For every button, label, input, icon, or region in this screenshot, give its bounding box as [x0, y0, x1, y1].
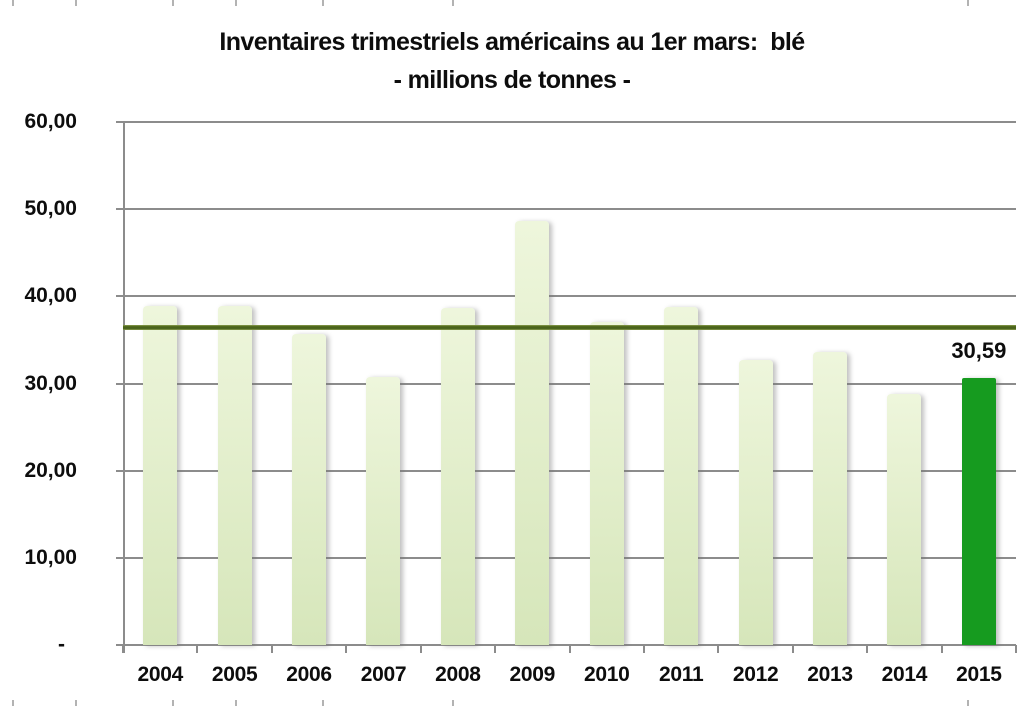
page-edge-tick-bottom-0 [12, 700, 14, 706]
bar-2015 [961, 378, 996, 645]
reference-line [123, 324, 1016, 330]
gridline-20 [116, 469, 1016, 472]
bar-slot-2004 [123, 122, 197, 645]
page-edge-ticks-bottom [0, 700, 1024, 706]
x-tick-label-2006: 2006 [286, 663, 332, 686]
x-tick-label-2015: 2015 [956, 663, 1002, 686]
bar-2014 [887, 393, 922, 645]
x-axis-tick-2 [270, 645, 273, 653]
x-tick-label-2011: 2011 [658, 663, 704, 686]
x-tick-label-2004: 2004 [137, 663, 183, 686]
y-tick-label-20: 20,00 [24, 458, 77, 482]
page-edge-tick-bottom-6 [967, 700, 969, 706]
bar-2004 [143, 305, 178, 645]
page-edge-tick-bottom-2 [172, 700, 174, 706]
bar-slot-2006 [272, 122, 346, 645]
page-edge-tick-top-0 [12, 0, 14, 6]
page-edge-ticks-top [0, 0, 1024, 6]
bar-slot-2008 [421, 122, 495, 645]
bar-value-label-2015: 30,59 [951, 338, 1007, 364]
x-axis-labels: 2004 2005 2006 2007 2008 2009 2010 2011 2012 2013… [123, 663, 1016, 687]
x-tick-label-2013: 2013 [807, 663, 853, 686]
page-edge-tick-top-3 [235, 0, 237, 6]
page-edge-tick-top-1 [75, 0, 77, 6]
page-edge-tick-bottom-3 [235, 700, 237, 706]
x-axis-tick-4 [419, 645, 422, 653]
x-tick-label-2014: 2014 [881, 663, 928, 686]
bar-2013 [813, 352, 847, 645]
x-axis-tick-10 [866, 645, 869, 653]
x-axis-tick-12 [1015, 645, 1017, 653]
y-tick-label-60: 60,00 [24, 110, 77, 133]
bar-slot-2012 [718, 122, 792, 645]
x-axis-tick-3 [345, 645, 348, 653]
page-edge-tick-top-6 [967, 0, 969, 6]
bar-2012 [738, 359, 773, 645]
y-axis-labels: 60,00 50,00 40,00 30,00 20,00 10,00 - [0, 110, 77, 656]
y-axis-line [123, 122, 125, 653]
chart-subtitle: - millions de tonnes - [393, 66, 631, 94]
gridline-40 [116, 295, 1016, 298]
gridline-50 [116, 208, 1016, 211]
chart-title-block: Inventaires trimestriels américains au 1… [0, 23, 1024, 99]
x-axis-tick-6 [568, 645, 571, 653]
gridline-0 [116, 644, 1016, 646]
gridline-60 [116, 121, 1016, 123]
page-edge-tick-top-5 [452, 0, 454, 6]
bar-slot-2011 [644, 122, 718, 645]
x-tick-label-2012: 2012 [732, 663, 779, 686]
x-axis-tick-9 [791, 645, 794, 653]
bar-slot-2015: 30,59 [942, 122, 1016, 645]
y-tick-label-30: 30,00 [24, 371, 77, 395]
bar-2005 [217, 305, 252, 645]
x-tick-label-2010: 2010 [583, 663, 630, 686]
x-tick-label-2007: 2007 [360, 663, 407, 686]
page-edge-tick-top-2 [172, 0, 174, 6]
page-edge-tick-bottom-4 [322, 700, 324, 706]
bar-2009 [515, 221, 550, 645]
x-tick-label-2008: 2008 [435, 663, 481, 686]
x-axis-tick-0 [122, 645, 124, 653]
bar-slot-2007 [346, 122, 420, 645]
y-tick-label-40: 40,00 [24, 284, 77, 308]
x-axis-ticks [122, 645, 1017, 653]
bar-slot-2009 [495, 122, 569, 645]
x-axis-tick-1 [196, 645, 199, 653]
y-tick-label-0: - [58, 633, 65, 656]
x-axis-tick-5 [494, 645, 497, 653]
bar-slot-2013 [793, 122, 867, 645]
gridline-30 [116, 382, 1016, 385]
y-tick-label-10: 10,00 [24, 545, 77, 569]
page-edge-tick-bottom-1 [75, 700, 77, 706]
bar-slot-2005 [197, 122, 271, 645]
bar-slot-2010 [570, 122, 644, 645]
plot-area: 30,59 [116, 121, 1017, 653]
x-axis-tick-8 [717, 645, 720, 653]
bar-2007 [366, 376, 401, 645]
x-axis-tick-7 [642, 645, 645, 653]
page-edge-tick-top-4 [322, 0, 324, 6]
y-tick-label-50: 50,00 [24, 197, 77, 221]
bar-2011 [664, 306, 699, 645]
page-edge-tick-bottom-5 [452, 700, 454, 706]
bar-2008 [440, 307, 475, 645]
bars-layer: 30,59 [123, 122, 1016, 645]
bar-2010 [589, 322, 624, 645]
x-tick-label-2009: 2009 [509, 663, 556, 686]
x-tick-label-2005: 2005 [211, 663, 258, 686]
bar-slot-2014 [867, 122, 941, 645]
chart-title: Inventaires trimestriels américains au 1… [219, 28, 805, 56]
bar-2006 [292, 333, 327, 645]
gridline-10 [116, 556, 1016, 559]
x-axis-tick-11 [940, 645, 943, 653]
